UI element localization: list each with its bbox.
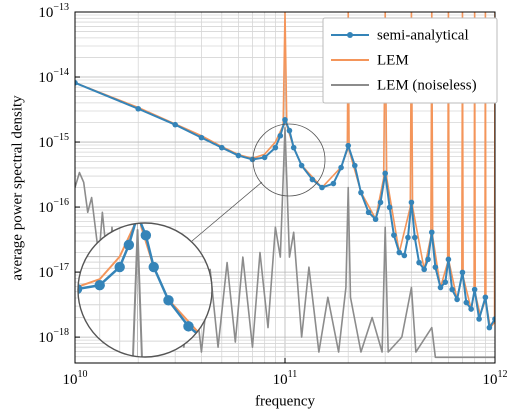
series-marker <box>135 105 142 112</box>
series-marker <box>482 294 489 301</box>
inset-border <box>77 222 213 358</box>
series-marker <box>198 134 205 141</box>
series-marker <box>94 280 105 291</box>
series-marker <box>459 269 466 276</box>
series-marker <box>345 142 352 149</box>
y-tick-label: 10−13 <box>38 2 69 21</box>
x-tick-label: 1010 <box>63 369 88 388</box>
series-marker <box>468 306 474 312</box>
y-tick-label: 10−15 <box>38 132 69 151</box>
zoom-connector <box>191 181 263 242</box>
series-marker <box>372 216 379 223</box>
y-tick-label: 10−16 <box>38 197 69 216</box>
plot-area <box>75 12 495 359</box>
legend-box <box>322 17 498 104</box>
series-marker <box>428 229 435 236</box>
legend-label: LEM <box>377 52 409 68</box>
series-marker <box>352 162 358 169</box>
series-marker <box>425 256 431 263</box>
series-marker <box>471 286 478 293</box>
series-marker <box>309 176 316 183</box>
series-marker <box>330 180 337 187</box>
series-marker <box>249 156 256 163</box>
series-marker <box>411 234 418 241</box>
series-marker <box>401 252 408 259</box>
legend-label: LEM (noiseless) <box>377 77 477 93</box>
series-marker <box>382 170 388 177</box>
series-marker <box>123 239 135 251</box>
y-tick-label: 10−14 <box>38 67 69 86</box>
series-marker <box>454 296 460 303</box>
y-tick-label: 10−17 <box>38 262 69 281</box>
series-marker <box>405 234 411 241</box>
series-marker <box>261 154 268 161</box>
series-marker <box>463 299 470 306</box>
series-marker <box>391 232 397 238</box>
series-marker <box>114 261 125 273</box>
series-marker <box>148 261 159 273</box>
series-marker <box>416 259 422 266</box>
series-marker <box>140 230 152 241</box>
series-marker <box>298 162 305 169</box>
legend-label: semi-analytical <box>377 27 469 43</box>
series-marker <box>78 283 83 295</box>
series-marker <box>386 204 393 211</box>
series-marker <box>486 324 493 331</box>
zoom-region <box>252 123 326 197</box>
series-marker <box>449 286 455 293</box>
series-marker <box>319 184 325 191</box>
series-marker <box>408 199 415 206</box>
x-tick-label: 1012 <box>483 369 508 388</box>
series-marker <box>218 144 225 151</box>
series-marker <box>437 284 444 291</box>
series-marker <box>290 144 297 151</box>
axes: 1010 1011 1012 10−18 10−17 10−16 10−15 10−14 10−… <box>38 2 507 388</box>
y-tick-label: 10−18 <box>38 327 69 346</box>
series-marker <box>365 209 372 216</box>
series-marker <box>445 256 452 263</box>
series-marker <box>183 321 194 332</box>
series-marker <box>163 295 174 306</box>
series-marker <box>338 164 344 171</box>
series-marker <box>492 316 495 322</box>
series-marker <box>358 189 364 196</box>
legend: semi-analytical LEM LEM (noiseless) <box>322 17 498 104</box>
series-marker <box>235 152 242 159</box>
series-marker <box>286 127 293 134</box>
series-marker <box>396 249 403 256</box>
series-marker <box>432 264 439 270</box>
series-marker <box>282 116 288 123</box>
legend-marker <box>347 32 353 38</box>
x-tick-label: 1011 <box>273 369 298 388</box>
series-marker <box>277 132 284 139</box>
series-marker <box>442 279 449 285</box>
series-marker <box>272 144 279 151</box>
series-marker <box>476 316 482 322</box>
y-axis-label: average power spectral density <box>9 95 25 281</box>
series-marker <box>377 199 384 206</box>
x-axis-label: frequency <box>255 393 315 409</box>
series-marker <box>421 266 427 273</box>
series-marker <box>172 121 178 128</box>
series-marker <box>75 80 78 86</box>
